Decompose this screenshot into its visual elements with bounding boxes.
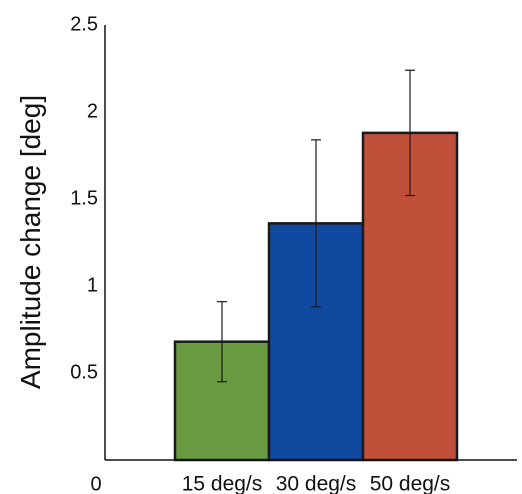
error-bar-2 — [311, 139, 321, 308]
y-tick-label: 1 — [87, 274, 98, 296]
x-category-label: 15 deg/s — [182, 473, 263, 494]
x-category-labels: 15 deg/s 30 deg/s 50 deg/s — [182, 473, 451, 494]
error-bars-layer — [217, 69, 415, 383]
y-tick-label: 2 — [87, 100, 98, 122]
y-tick-label: 0 — [90, 473, 101, 494]
y-tick-label: 2.5 — [70, 13, 98, 35]
y-tick-labels: 0 0.5 1 1.5 2 2.5 — [70, 13, 101, 494]
x-category-label: 30 deg/s — [276, 473, 357, 494]
y-tick-label: 0.5 — [70, 361, 98, 383]
x-category-label: 50 deg/s — [370, 473, 451, 494]
error-bar-1 — [217, 301, 227, 383]
y-axis-title: Amplitude change [deg] — [15, 95, 46, 389]
y-tick-label: 1.5 — [70, 187, 98, 209]
error-bar-3 — [405, 69, 415, 197]
